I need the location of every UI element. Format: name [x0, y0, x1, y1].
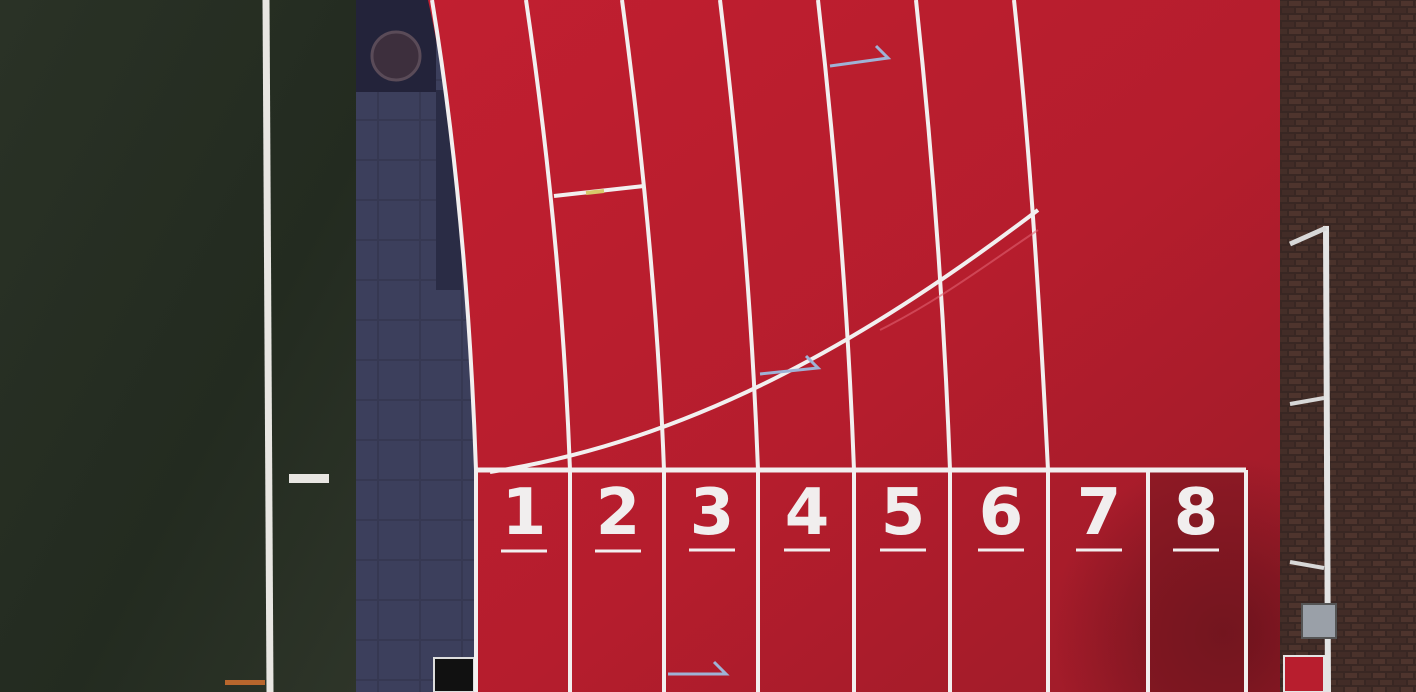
- arrow-mid: [759, 354, 822, 376]
- arrow-marks: [668, 44, 892, 676]
- lane-line-1: [524, 0, 572, 692]
- grass-field: [0, 0, 360, 692]
- lane-8-box-shade: [1148, 470, 1246, 692]
- brick-shadow: [1280, 0, 1416, 692]
- lane-number-1: 1: [502, 476, 547, 550]
- number-underlines: [501, 548, 1219, 553]
- lane-number-2: 2: [596, 476, 641, 550]
- arrow-bottom: [668, 660, 730, 676]
- stagger-curve-faint: [879, 229, 1039, 331]
- curb-post: [433, 657, 475, 692]
- brick-wall: [1280, 0, 1416, 692]
- lane-number-6: 6: [979, 476, 1024, 550]
- pole-arm-low: [1289, 560, 1325, 570]
- pole-box: [1301, 603, 1337, 639]
- field-stripe: [225, 680, 265, 685]
- field-marker: [289, 474, 329, 483]
- pole-arm-mid: [1289, 396, 1325, 406]
- lane-number-5: 5: [881, 476, 926, 550]
- lane-number-8: 8: [1174, 476, 1219, 550]
- field-line: [262, 0, 274, 692]
- lane-line-0: [430, 0, 478, 692]
- red-marker-box: [1283, 655, 1325, 692]
- lane-number-7: 7: [1077, 476, 1122, 550]
- relay-mark-accent: [585, 189, 605, 195]
- lane-number-3: 3: [690, 476, 735, 550]
- stagger-curve: [489, 208, 1040, 474]
- lane-line-6: [1012, 0, 1050, 692]
- arrow-top: [829, 44, 892, 68]
- lane-line-4: [816, 0, 856, 692]
- pole-arm-top: [1288, 225, 1328, 247]
- lane-line-5: [914, 0, 952, 692]
- lane-line-3: [718, 0, 760, 692]
- lane-line-2: [620, 0, 666, 692]
- lane-number-4: 4: [785, 476, 830, 550]
- lane-lines: [430, 0, 1248, 692]
- drain-cover: [370, 30, 422, 82]
